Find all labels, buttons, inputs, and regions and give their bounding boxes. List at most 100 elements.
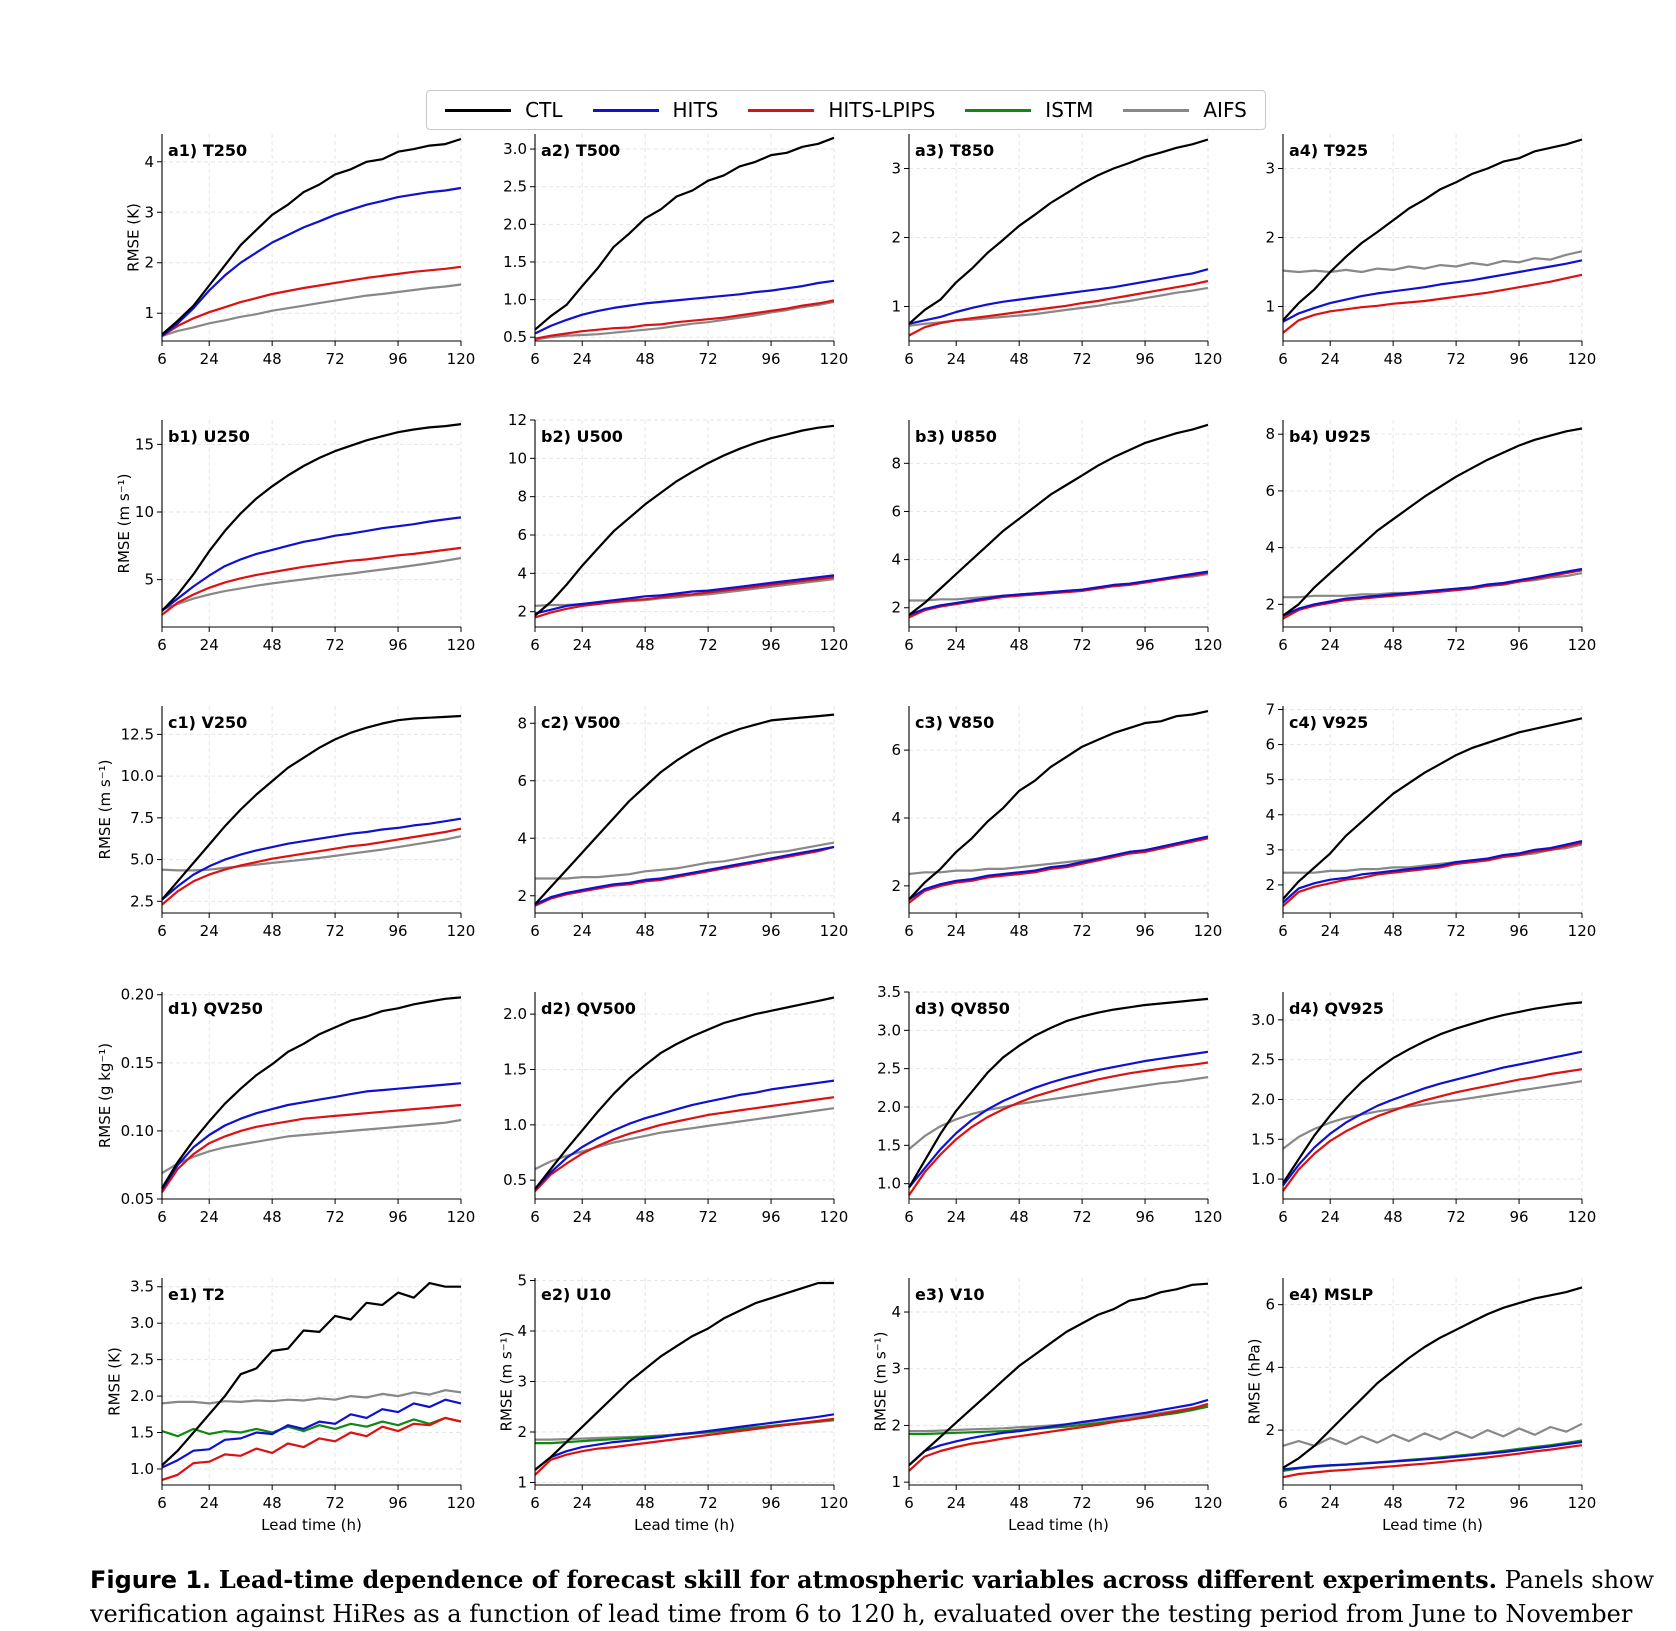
x-tick-label: 96	[1136, 922, 1155, 940]
y-tick-label: 6	[1265, 1296, 1275, 1314]
x-tick-label: 72	[326, 350, 345, 368]
y-tick-label: 1	[891, 298, 901, 316]
y-axis-label: RMSE (K)	[106, 1347, 124, 1416]
series-line-hits	[1282, 567, 1583, 617]
y-tick-label: 1.5	[1251, 1130, 1275, 1148]
y-tick-label: 2.5	[503, 178, 527, 196]
series-line-hits	[161, 516, 462, 612]
series-line-hits-lpips	[1282, 1068, 1583, 1192]
y-tick-label: 4	[1265, 1358, 1275, 1376]
y-tick-label: 15	[135, 435, 154, 453]
panel-title: a4) T925	[1289, 141, 1368, 160]
y-tick-label: 5	[517, 1272, 527, 1290]
y-tick-label: 2	[1265, 1421, 1275, 1439]
y-tick-label: 2	[517, 603, 527, 621]
x-tick-label: 72	[326, 1208, 345, 1226]
legend-entry-aifs: AIFS	[1123, 98, 1247, 122]
y-tick-label: 1	[1265, 298, 1275, 316]
series-line-aifs	[161, 1118, 462, 1175]
y-tick-label: 6	[517, 772, 527, 790]
series-line-ctl	[1282, 717, 1583, 900]
panel-title: b2) U500	[541, 427, 623, 446]
panel-d1: 6 24 48 72 96 120 0.05 0.10 0.15 0.20 d1) QV250 RMS…	[96, 986, 475, 1226]
panel-a4: 6 24 48 72 96 120 1 2 3 a4) T925	[1265, 134, 1596, 368]
y-tick-label: 5	[1265, 771, 1275, 789]
y-tick-label: 3	[891, 160, 901, 178]
x-tick-label: 120	[1194, 350, 1223, 368]
panel-e1: 6 24 48 72 96 120 1.0 1.5 2.0 2.5 3.0 3.5 e1) T2 RMSE…	[106, 1278, 476, 1534]
x-tick-label: 96	[1510, 922, 1529, 940]
panel-d2: 6 24 48 72 96 120 0.5 1.0 1.5 2.0 d2) QV500	[503, 992, 848, 1226]
x-tick-label: 120	[1194, 1494, 1223, 1512]
x-tick-label: 48	[263, 922, 282, 940]
series-line-hits	[908, 835, 1209, 901]
y-tick-label: 1	[891, 1473, 901, 1491]
x-tick-label: 72	[1073, 1494, 1092, 1512]
series-line-ctl	[161, 714, 462, 901]
y-tick-label: 0.5	[503, 1171, 527, 1189]
x-tick-label: 6	[157, 1494, 167, 1512]
x-axis-label: Lead time (h)	[634, 1516, 735, 1534]
y-tick-label: 3.0	[130, 1314, 154, 1332]
series-line-ctl	[908, 1282, 1209, 1467]
y-tick-label: 3	[517, 1373, 527, 1391]
x-tick-label: 120	[447, 1208, 476, 1226]
x-tick-label: 24	[947, 922, 966, 940]
x-tick-label: 96	[762, 1208, 781, 1226]
x-tick-label: 72	[1447, 350, 1466, 368]
x-tick-label: 6	[1278, 922, 1288, 940]
x-tick-label: 6	[904, 1494, 914, 1512]
legend-label-istm: ISTM	[1045, 98, 1094, 122]
y-tick-label: 6	[891, 741, 901, 759]
series-line-hits-lpips	[534, 299, 835, 340]
y-tick-label: 3.0	[1251, 1011, 1275, 1029]
y-tick-label: 2	[517, 887, 527, 905]
series-line-hits-lpips	[534, 845, 835, 907]
panel-title: d2) QV500	[541, 999, 636, 1018]
panel-b1: 6 24 48 72 96 120 5 10 15 b1) U250 RMSE (m s⁻¹)	[115, 420, 475, 654]
x-tick-label: 48	[1010, 1208, 1029, 1226]
x-tick-label: 120	[1568, 350, 1597, 368]
y-tick-label: 2	[891, 599, 901, 617]
series-line-hits-lpips	[161, 546, 462, 616]
legend-entry-istm: ISTM	[965, 98, 1093, 122]
series-line-ctl	[1282, 138, 1583, 322]
y-tick-label: 7.5	[130, 809, 154, 827]
y-axis-label: RMSE (m s⁻¹)	[498, 1332, 516, 1432]
series-line-hits	[1282, 1050, 1583, 1187]
y-tick-label: 4	[1265, 539, 1275, 557]
x-tick-label: 120	[1568, 1208, 1597, 1226]
series-line-hits	[161, 186, 462, 337]
series-line-ctl	[161, 137, 462, 336]
series-line-ctl	[908, 423, 1209, 616]
panel-title: c2) V500	[541, 713, 620, 732]
x-tick-label: 96	[1136, 1494, 1155, 1512]
series-line-ctl	[534, 1281, 834, 1471]
x-tick-label: 120	[1194, 1208, 1223, 1226]
y-tick-label: 10.0	[121, 767, 154, 785]
panel-title: b3) U850	[915, 427, 997, 446]
series-line-ctl	[161, 423, 462, 612]
y-tick-label: 4	[891, 1303, 901, 1321]
y-tick-label: 10	[135, 503, 154, 521]
x-tick-label: 96	[762, 350, 781, 368]
caption-text: Panels show	[1504, 1566, 1655, 1594]
y-tick-label: 2.5	[877, 1060, 901, 1078]
series-line-aifs	[534, 300, 835, 341]
x-tick-label: 96	[1510, 350, 1529, 368]
y-tick-label: 4	[517, 1322, 527, 1340]
series-line-hits	[534, 279, 835, 335]
x-tick-label: 120	[820, 1208, 849, 1226]
legend-label-ctl: CTL	[525, 98, 563, 122]
x-tick-label: 120	[1194, 636, 1223, 654]
x-tick-label: 48	[636, 922, 655, 940]
series-line-hits	[908, 1398, 1209, 1467]
y-tick-label: 6	[517, 526, 527, 544]
series-line-hits-lpips	[908, 571, 1209, 619]
y-axis-label: RMSE (g kg⁻¹)	[96, 1043, 114, 1148]
y-tick-label: 8	[1265, 425, 1275, 443]
y-tick-label: 3.5	[130, 1278, 154, 1296]
x-tick-label: 6	[157, 350, 167, 368]
